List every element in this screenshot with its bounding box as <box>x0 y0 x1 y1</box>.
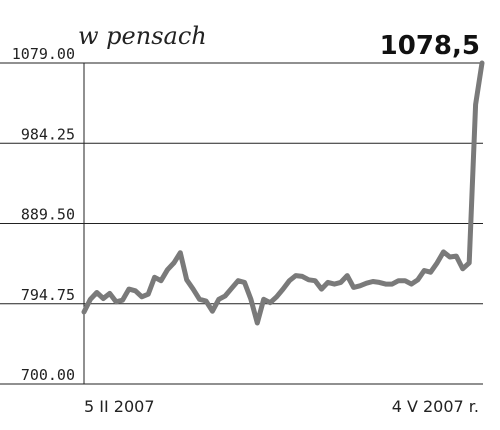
series-group <box>81 60 485 326</box>
y-axis-labels: 1079.00 984.25 889.50 794.75 700.00 <box>12 45 75 384</box>
y-tick-label: 700.00 <box>21 366 75 384</box>
x-tick-label-start: 5 II 2007 <box>84 397 155 416</box>
series-line <box>81 60 485 326</box>
y-tick-label: 794.75 <box>21 286 75 304</box>
x-axis-labels: 5 II 2007 4 V 2007 r. <box>84 397 479 416</box>
y-tick-label: 1079.00 <box>12 45 75 63</box>
x-tick-label-end: 4 V 2007 r. <box>392 397 479 416</box>
last-value-label: 1078,5 <box>380 31 480 61</box>
gridlines <box>0 62 483 385</box>
y-tick-label: 984.25 <box>21 125 75 143</box>
unit-label: w pensach <box>78 22 207 50</box>
y-tick-label: 889.50 <box>21 206 75 224</box>
